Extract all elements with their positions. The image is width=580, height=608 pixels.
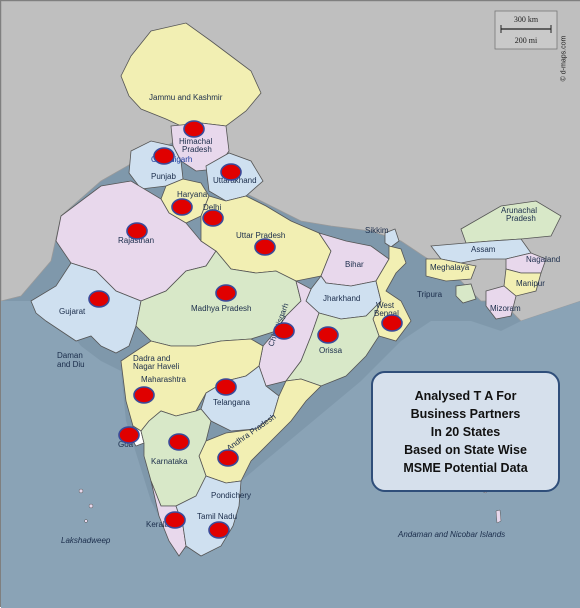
- label-up: Uttar Pradesh: [236, 231, 285, 240]
- state-mizoram: [485, 285, 517, 320]
- label-goa: Goa: [118, 440, 134, 449]
- label-maharashtra: Maharashtra: [141, 375, 186, 384]
- marker: [118, 426, 140, 444]
- label-sikkim: Sikkim: [365, 226, 389, 235]
- label-hp2: Pradesh: [182, 145, 212, 154]
- marker: [273, 322, 295, 340]
- label-hp1: Himachal: [179, 137, 213, 146]
- label-daman2: and Diu: [57, 360, 85, 369]
- label-punjab: Punjab: [151, 172, 176, 181]
- marker: [317, 326, 339, 344]
- label-pondichery: Pondichery: [211, 491, 251, 500]
- label-wb1: West: [376, 301, 395, 310]
- label-haryana: Haryana: [177, 190, 208, 199]
- label-arunachal1: Arunachal: [501, 206, 537, 215]
- state-meghalaya: [425, 258, 477, 282]
- label-dadra2: Nagar Haveli: [133, 362, 179, 371]
- label-arunachal2: Pradesh: [506, 214, 536, 223]
- scale-bar: 300 km 200 mi: [494, 10, 558, 50]
- lakshadweep-island: [88, 503, 94, 509]
- marker: [153, 147, 175, 165]
- state-tripura: [455, 283, 477, 304]
- marker: [183, 120, 205, 138]
- label-rajasthan: Rajasthan: [118, 236, 154, 245]
- label-karnataka: Karnataka: [151, 457, 188, 466]
- marker: [133, 386, 155, 404]
- callout-line2: Business Partners: [410, 406, 521, 421]
- callout-line5: MSME Potential Data: [403, 460, 528, 475]
- marker: [171, 198, 193, 216]
- marker: [254, 238, 276, 256]
- marker: [164, 511, 186, 529]
- marker: [381, 314, 403, 332]
- label-orissa: Orissa: [319, 346, 343, 355]
- label-nagaland: Nagaland: [526, 255, 560, 264]
- state-labels: Jammu and Kashmir Himachal Pradesh Chand…: [57, 93, 560, 545]
- state-west-bengal: [372, 245, 412, 342]
- label-gujarat: Gujarat: [59, 307, 86, 316]
- nicobar-islands: [495, 509, 502, 524]
- marker: [168, 433, 190, 451]
- callout-line4: Based on State Wise: [404, 442, 527, 457]
- label-telangana: Telangana: [213, 398, 250, 407]
- label-lakshadweep: Lakshadweep: [61, 536, 111, 545]
- label-kerala: Kerala: [146, 520, 170, 529]
- label-uttarakhand: Uttarakhand: [213, 176, 257, 185]
- marker: [217, 449, 239, 467]
- label-tripura: Tripura: [417, 290, 443, 299]
- label-andaman: Andaman and Nicobar Islands: [397, 530, 505, 539]
- label-dadra1: Dadra and: [133, 354, 170, 363]
- marker: [215, 378, 237, 396]
- marker: [220, 163, 242, 181]
- label-jharkhand: Jharkhand: [323, 294, 360, 303]
- scale-km: 300 km: [514, 15, 539, 24]
- label-jk: Jammu and Kashmir: [149, 93, 223, 102]
- state-gujarat: [30, 262, 142, 354]
- label-bihar: Bihar: [345, 260, 364, 269]
- credit: © d-maps.com: [560, 36, 573, 82]
- label-manipur: Manipur: [516, 279, 545, 288]
- marker: [215, 284, 237, 302]
- label-delhi: Delhi: [203, 203, 221, 212]
- lakshadweep-island: [78, 488, 84, 494]
- label-daman1: Daman: [57, 351, 83, 360]
- callout-line3: In 20 States: [430, 424, 501, 439]
- state-karnataka: [140, 408, 212, 507]
- state-orissa: [285, 300, 382, 387]
- lakshadweep-island: [84, 519, 88, 523]
- marker: [208, 521, 230, 539]
- state-sikkim: [384, 228, 400, 248]
- marker: [126, 222, 148, 240]
- label-assam: Assam: [471, 245, 496, 254]
- credit-text: © d-maps.com: [560, 35, 568, 82]
- callout-box: Analysed T A For Business Partners In 20…: [371, 371, 560, 492]
- scale-mi: 200 mi: [515, 36, 538, 45]
- label-wb2: Bengal: [374, 309, 399, 318]
- marker: [88, 290, 110, 308]
- label-mp: Madhya Pradesh: [191, 304, 251, 313]
- marker: [202, 209, 224, 227]
- label-tn: Tamil Nadu: [197, 512, 237, 521]
- label-meghalaya: Meghalaya: [430, 263, 470, 272]
- markers: [88, 120, 403, 539]
- label-mizoram: Mizoram: [490, 304, 521, 313]
- callout-line1: Analysed T A For: [414, 388, 517, 403]
